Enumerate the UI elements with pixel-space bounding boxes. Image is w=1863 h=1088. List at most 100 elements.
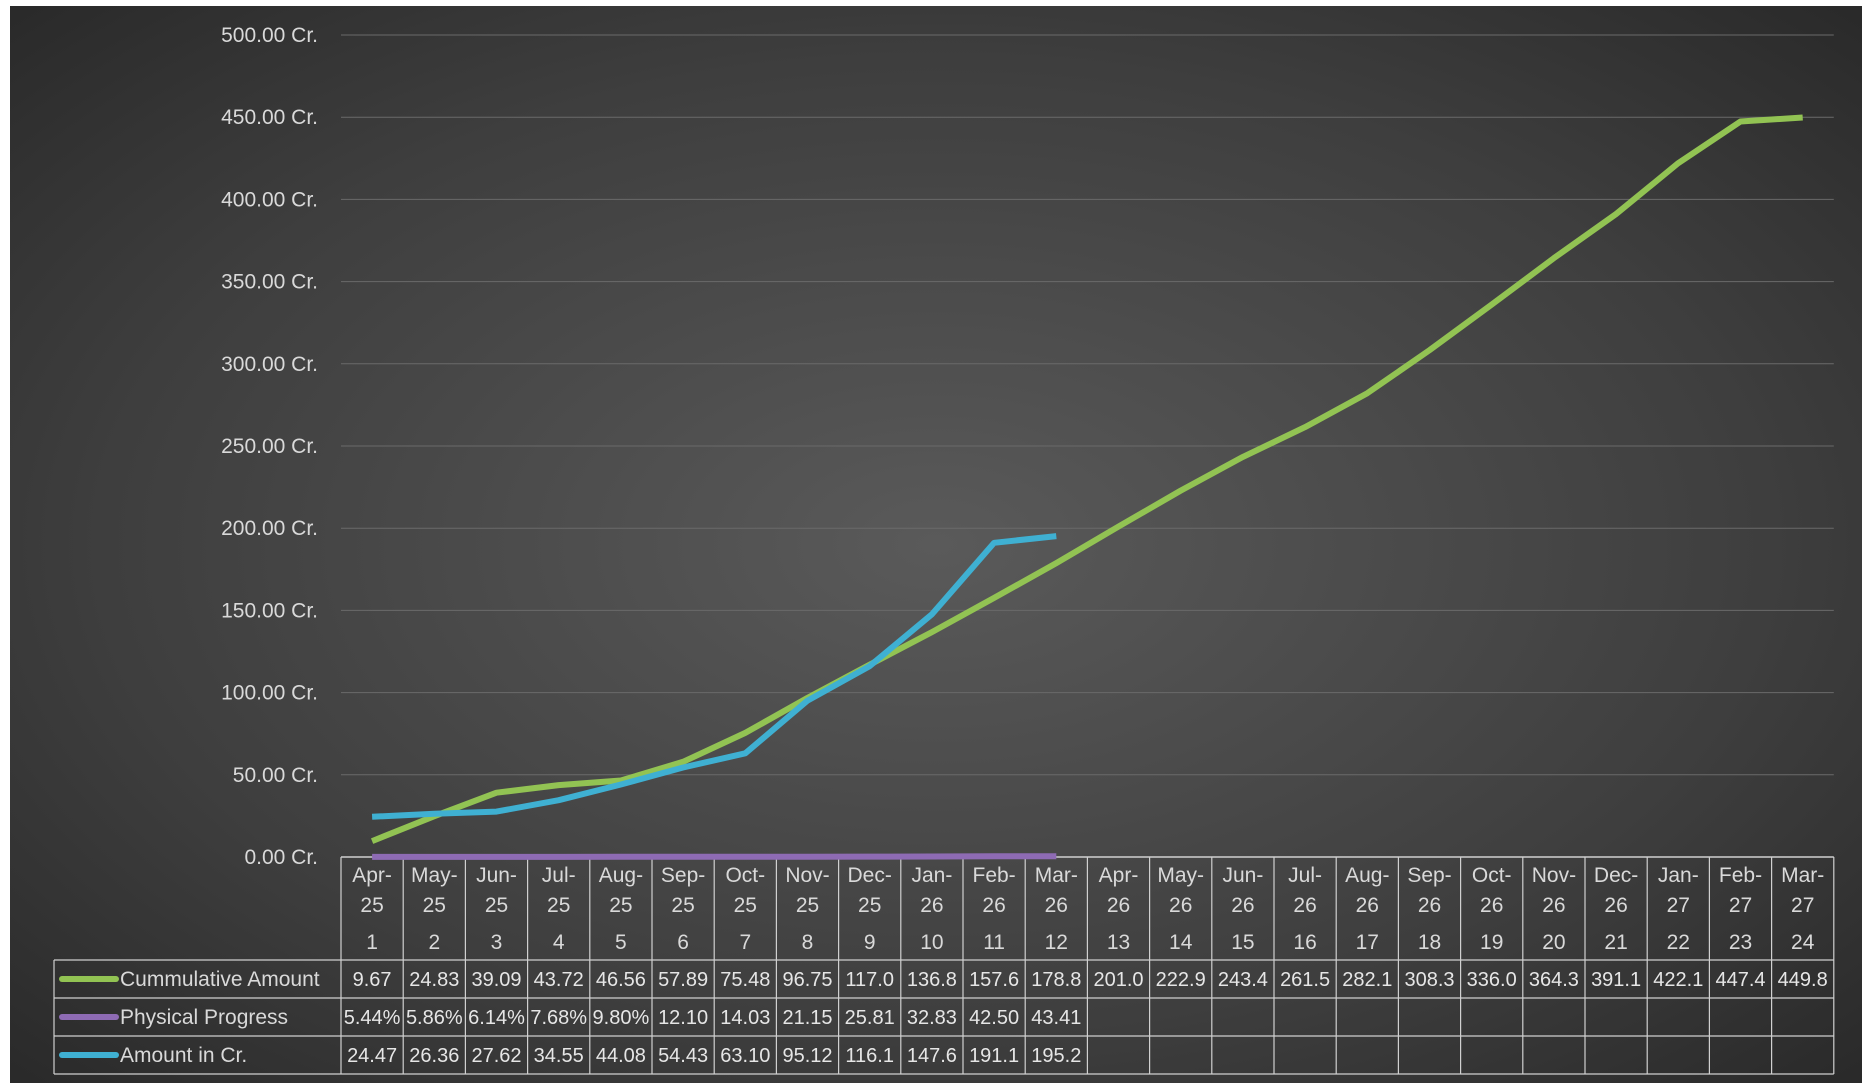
x-tick-label: Dec-	[848, 864, 892, 887]
data-label: 95.12	[782, 1045, 832, 1067]
x-tick-label: 25	[547, 894, 570, 917]
x-tick-label: 6	[677, 931, 689, 954]
x-tick-label: 25	[858, 894, 881, 917]
x-tick-label: 27	[1667, 894, 1690, 917]
x-tick-label: 12	[1045, 931, 1068, 954]
data-label: 27.62	[471, 1045, 521, 1067]
data-label: 222.9	[1156, 969, 1206, 991]
data-label: 136.8	[907, 969, 957, 991]
x-tick-label: 26	[920, 894, 943, 917]
y-tick-label: 350.00 Cr.	[221, 271, 318, 294]
data-label: 9.80%	[593, 1007, 650, 1029]
data-label: 32.83	[907, 1007, 957, 1029]
x-tick-label: 26	[1293, 894, 1316, 917]
data-label: 261.5	[1280, 969, 1330, 991]
x-tick-label: 25	[734, 894, 757, 917]
x-tick-label: 26	[982, 894, 1005, 917]
x-tick-label: 21	[1604, 931, 1627, 954]
data-label: 201.0	[1093, 969, 1143, 991]
data-label: 5.44%	[344, 1007, 401, 1029]
x-tick-label: Jul-	[542, 864, 576, 887]
legend-label: Amount in Cr.	[120, 1044, 247, 1067]
x-tick-label: Jul-	[1288, 864, 1322, 887]
x-tick-label: 20	[1542, 931, 1565, 954]
data-label: 447.4	[1715, 969, 1765, 991]
data-label: 42.50	[969, 1007, 1019, 1029]
data-label: 96.75	[782, 969, 832, 991]
data-label: 191.1	[969, 1045, 1019, 1067]
x-tick-label: Aug-	[599, 864, 643, 887]
x-tick-label: 25	[423, 894, 446, 917]
data-label: 308.3	[1404, 969, 1454, 991]
data-label: 43.41	[1031, 1007, 1081, 1029]
x-tick-label: Oct-	[725, 864, 765, 887]
x-tick-label: 1	[366, 931, 378, 954]
x-tick-label: 13	[1107, 931, 1130, 954]
data-label: 364.3	[1529, 969, 1579, 991]
data-label: 195.2	[1031, 1045, 1081, 1067]
data-label: 282.1	[1342, 969, 1392, 991]
x-tick-label: 25	[485, 894, 508, 917]
x-tick-label: Jun-	[1222, 864, 1263, 887]
x-tick-label: 26	[1356, 894, 1379, 917]
x-tick-label: May-	[411, 864, 458, 887]
y-tick-label: 400.00 Cr.	[221, 188, 318, 211]
data-label: 12.10	[658, 1007, 708, 1029]
x-tick-label: 26	[1107, 894, 1130, 917]
data-label: 391.1	[1591, 969, 1641, 991]
x-tick-label: 25	[360, 894, 383, 917]
data-label: 26.36	[409, 1045, 459, 1067]
y-tick-label: 200.00 Cr.	[221, 517, 318, 540]
x-tick-label: 22	[1667, 931, 1690, 954]
y-tick-label: 0.00 Cr.	[244, 846, 318, 869]
x-tick-label: 10	[920, 931, 943, 954]
data-label: 54.43	[658, 1045, 708, 1067]
series-line	[370, 114, 1803, 844]
data-label: 46.56	[596, 969, 646, 991]
x-tick-label: 26	[1418, 894, 1441, 917]
x-tick-label: 15	[1231, 931, 1254, 954]
x-tick-label: Nov-	[785, 864, 829, 887]
data-label: 43.72	[534, 969, 584, 991]
x-tick-label: 26	[1045, 894, 1068, 917]
x-tick-label: Feb-	[973, 864, 1016, 887]
x-tick-label: 5	[615, 931, 627, 954]
x-tick-label: 7	[739, 931, 751, 954]
series-line	[372, 853, 1057, 860]
x-tick-label: Feb-	[1719, 864, 1762, 887]
data-label: 57.89	[658, 969, 708, 991]
data-label: 75.48	[720, 969, 770, 991]
data-label: 7.68%	[530, 1007, 587, 1029]
x-tick-label: 8	[802, 931, 814, 954]
x-tick-label: 17	[1356, 931, 1379, 954]
x-tick-label: 23	[1729, 931, 1752, 954]
x-tick-label: 3	[491, 931, 503, 954]
data-label: 44.08	[596, 1045, 646, 1067]
chart-background	[10, 6, 1862, 1083]
series-line	[371, 533, 1057, 820]
x-tick-label: 25	[671, 894, 694, 917]
x-tick-label: 25	[796, 894, 819, 917]
x-tick-label: 24	[1791, 931, 1815, 954]
data-label: 9.67	[353, 969, 392, 991]
data-label: 21.15	[782, 1007, 832, 1029]
x-tick-label: 25	[609, 894, 632, 917]
x-tick-label: 26	[1169, 894, 1192, 917]
data-label: 178.8	[1031, 969, 1081, 991]
data-label: 336.0	[1467, 969, 1517, 991]
data-label: 6.14%	[468, 1007, 525, 1029]
y-tick-label: 300.00 Cr.	[221, 353, 318, 376]
data-label: 147.6	[907, 1045, 957, 1067]
x-tick-label: 26	[1542, 894, 1565, 917]
x-tick-label: Mar-	[1781, 864, 1824, 887]
x-tick-label: Apr-	[1099, 864, 1139, 887]
y-tick-label: 50.00 Cr.	[233, 764, 318, 787]
data-label: 116.1	[845, 1045, 894, 1067]
x-tick-label: 2	[428, 931, 440, 954]
x-tick-label: Nov-	[1532, 864, 1576, 887]
y-tick-label: 500.00 Cr.	[221, 24, 318, 47]
x-tick-label: May-	[1157, 864, 1204, 887]
data-label: 14.03	[720, 1007, 770, 1029]
data-label: 39.09	[471, 969, 521, 991]
